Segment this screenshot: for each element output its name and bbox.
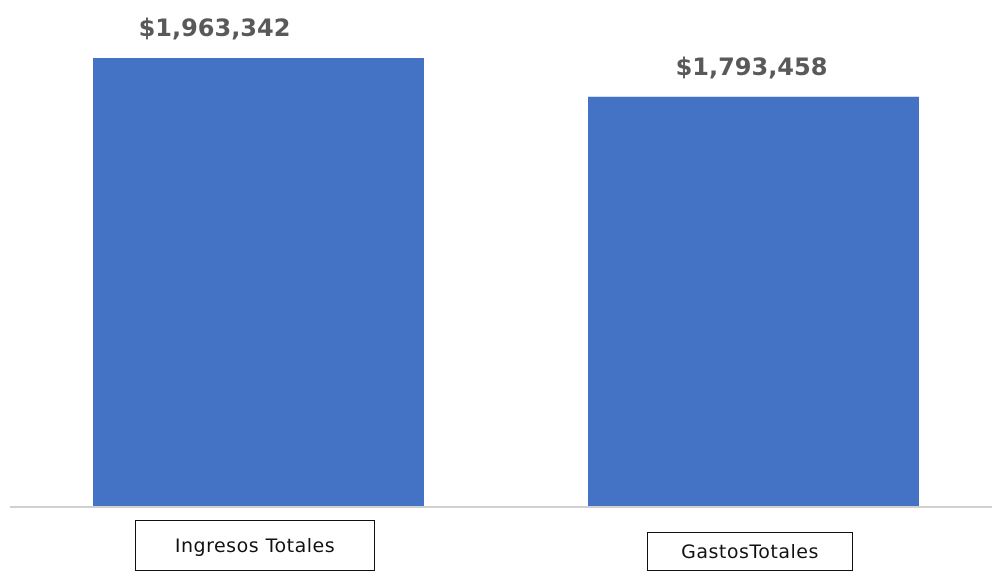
category-label-gastos-totales: GastosTotales (647, 532, 853, 571)
bar-ingresos-totales (93, 58, 424, 506)
data-label-ingresos-totales: $1,963,342 (139, 14, 291, 42)
category-label-ingresos-totales: Ingresos Totales (135, 520, 375, 571)
bar-gastos-totales (588, 96, 919, 507)
data-label-gastos-totales: $1,793,458 (676, 53, 828, 81)
